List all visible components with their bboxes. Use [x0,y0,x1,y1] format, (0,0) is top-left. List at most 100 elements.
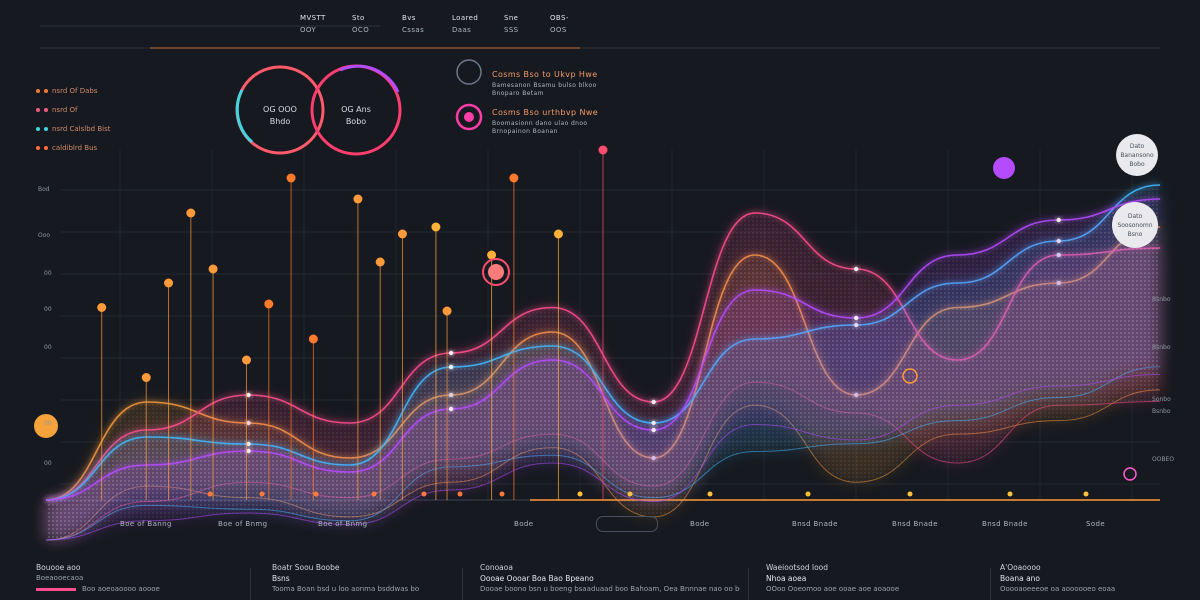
y-label: Bod [38,186,50,193]
footer-line: Dooae boono bsn u boeng bsaaduaad boo Ba… [480,585,740,593]
timeline-dot [371,491,377,497]
footer-divider [990,568,991,600]
header-column-sub: OCO [352,26,370,34]
stem-point[interactable] [97,303,107,312]
series-point [853,315,859,321]
x-tick-label: Sode [1086,520,1106,528]
header-column-label: Bvs [402,14,416,22]
callout-1-icon [456,59,482,85]
stem-point[interactable] [242,355,252,365]
header-column-sub: OOY [300,26,317,34]
legend-label: nsrd Of [52,106,78,114]
legend-item: caldiblrd Bus [36,143,97,153]
footer-line: OOoo Ooeomoo aoe ooae aoe aoaooe [766,585,900,593]
stem-point[interactable] [141,373,151,382]
stem-point[interactable] [375,257,385,267]
y-label: 00 [44,460,52,467]
node [902,368,918,384]
footer-divider [748,568,749,600]
x-tick-label: Bnsd Bnade [892,520,938,528]
stem-point[interactable] [487,250,497,260]
purple-node [993,157,1015,179]
footer-subheading: Oooae Oooar Boa Bao Bpeano [480,574,594,583]
timeline-dot [313,491,319,497]
y-label: Ooo [38,232,51,239]
legend-swatch [36,127,40,131]
series-point [651,420,656,426]
footer-subheading: Bsns [272,574,290,583]
x-tick-label: Boe of Bnmg [318,520,368,528]
stem-point[interactable] [442,306,452,316]
y-label: 00 [44,270,52,277]
right-label: Bsnbo [1152,344,1171,351]
x-tick-label: Boe of Banng [120,520,172,528]
footer-block-1: Bouooe aoo Boeaooecaoa Boo aoeoaoooo aoo… [36,562,236,595]
info-bubble-2: Dato Soosonomn Bsno [1112,202,1158,248]
callout-1-body2: Bnoparo Betam [492,90,544,97]
right-label: Bsnbo [1152,296,1171,303]
legend-item: nsrd Of Dabs [36,86,97,96]
timeline-scroll-handle[interactable] [596,516,658,532]
footer-heading: Bouooe aoo [36,563,81,572]
y-label: 00 [44,420,52,427]
ring-2-arc [339,64,400,93]
right-label: Bsnbo [1152,408,1171,415]
header-column-label: Sne [504,14,519,22]
stem-markers [97,145,608,500]
callout-1-title: Cosms Bso to Ukvp Hwe [492,70,598,79]
timeline-dot [457,491,463,497]
legend-swatch [36,108,40,112]
header-column-sub: OOS [550,26,567,34]
callout-2-body1: Boomasionn dano ulao dnoo [492,120,588,127]
stem-point[interactable] [264,299,274,309]
footer-heading: Conoaoa [480,563,513,572]
stem-point[interactable] [286,173,296,183]
stem-point[interactable] [509,173,519,183]
callout-2-title: Cosms Bso urthbvp Nwe [492,108,599,117]
series-point [651,399,656,405]
header-column-sub: Cssas [402,26,425,34]
footer-divider [250,568,251,600]
stem-point[interactable] [186,208,196,218]
x-tick-label: Bode [514,520,534,528]
callout-2-body2: Brnopainon Boanan [492,128,558,135]
legend-label: caldiblrd Bus [52,144,98,152]
stem-point[interactable] [353,194,363,204]
stem-point[interactable] [553,229,563,239]
stem-point[interactable] [208,264,218,274]
timeline-dot [707,491,713,497]
timeline-dot [1007,491,1013,497]
stem-point[interactable] [598,145,608,155]
callout-2-icon-core [464,112,474,122]
origin-marker [34,414,58,438]
area-series [34,184,1161,541]
footer-line: Tooma Boan bsd u loo aonma bsddwas bo [272,585,420,593]
timeline-dot [907,491,913,497]
x-tick-label: Bode [690,520,710,528]
header-column-label: Loared [452,14,479,22]
footer-block-5: A'Ooaoooo Boana ano Ooooaoeeeoe oa aoooo… [1000,562,1190,595]
timeline-dot [1083,491,1089,497]
series-line-lower [45,373,1161,541]
header-column-label: Sto [352,14,365,22]
stem-point[interactable] [431,222,441,232]
ring-label-1: OG OOO Bhdo [263,105,297,126]
decorations [207,59,1137,497]
stem-point[interactable] [397,229,407,239]
timeline-dot [627,491,633,497]
legend-swatch [44,89,48,93]
footer-divider [462,568,463,600]
header-column-label: MVSTT [300,14,326,22]
stem-point[interactable] [164,278,174,288]
footer-block-4: Waeiootsod lood Nhoa aoea OOoo Ooeomoo a… [766,562,966,595]
stem-point[interactable] [308,334,318,344]
legend-swatch [36,146,40,150]
footer-block-3: Conoaoa Oooae Oooar Boa Bao Bpeano Dooae… [480,562,740,595]
series-point [853,266,859,272]
series-point [1056,217,1061,223]
x-tick-label: Bnsd Bnade [792,520,838,528]
right-label: OOBEO [1152,456,1175,463]
node [1123,467,1137,481]
